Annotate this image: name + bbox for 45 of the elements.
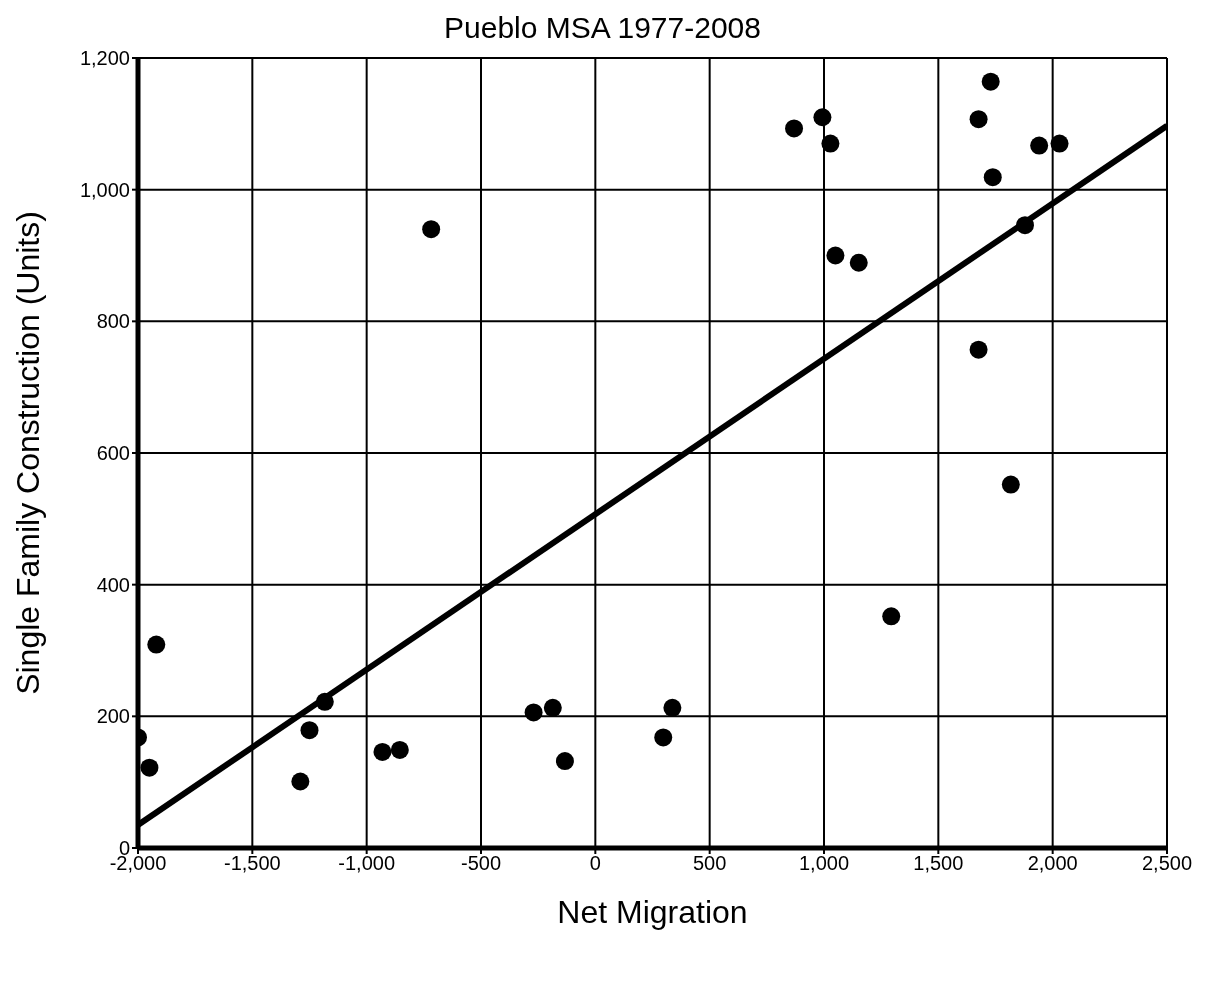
point [821, 134, 840, 153]
point [826, 246, 845, 265]
point [390, 740, 409, 759]
point [1030, 136, 1049, 155]
x-tick-label: 2,500 [1141, 852, 1193, 875]
point [1050, 134, 1069, 153]
x-tick-label: 0 [589, 852, 601, 875]
point [300, 721, 319, 740]
x-tick-label: 1,500 [913, 852, 964, 875]
point [849, 253, 868, 272]
point [140, 758, 159, 777]
point [1016, 216, 1034, 235]
x-tick-label: -1,500 [223, 852, 281, 875]
point [291, 772, 310, 791]
point [882, 607, 901, 626]
y-tick-label: 1,200 [79, 47, 130, 70]
x-tick-label: -500 [460, 852, 502, 875]
y-tick-label: 400 [96, 573, 130, 596]
point [969, 340, 988, 359]
point [785, 119, 804, 138]
y-tick-label: 200 [96, 705, 130, 728]
point [315, 692, 334, 711]
point [373, 742, 392, 761]
point [147, 635, 166, 654]
chart-title: Pueblo MSA 1977-2008 [443, 10, 762, 46]
point [555, 752, 574, 771]
y-axis-title: Single Family Construction (Units) [10, 211, 47, 695]
x-tick-label: -1,000 [338, 852, 396, 875]
point [422, 220, 441, 239]
y-tick-label: 1,000 [79, 178, 130, 201]
x-axis-title: Net Migration [557, 894, 748, 930]
point [969, 110, 988, 129]
point [663, 698, 682, 717]
y-tick-label: 800 [96, 310, 130, 333]
x-tick-label: 500 [692, 852, 727, 875]
point [981, 72, 1000, 91]
x-tick-label: 2,000 [1027, 852, 1078, 875]
point [813, 108, 832, 127]
point [983, 168, 1002, 187]
point [1001, 475, 1020, 494]
point [543, 698, 562, 717]
point [654, 728, 673, 747]
point [524, 703, 543, 722]
y-tick-label: 600 [96, 442, 130, 465]
x-tick-label: 1,000 [798, 852, 850, 875]
